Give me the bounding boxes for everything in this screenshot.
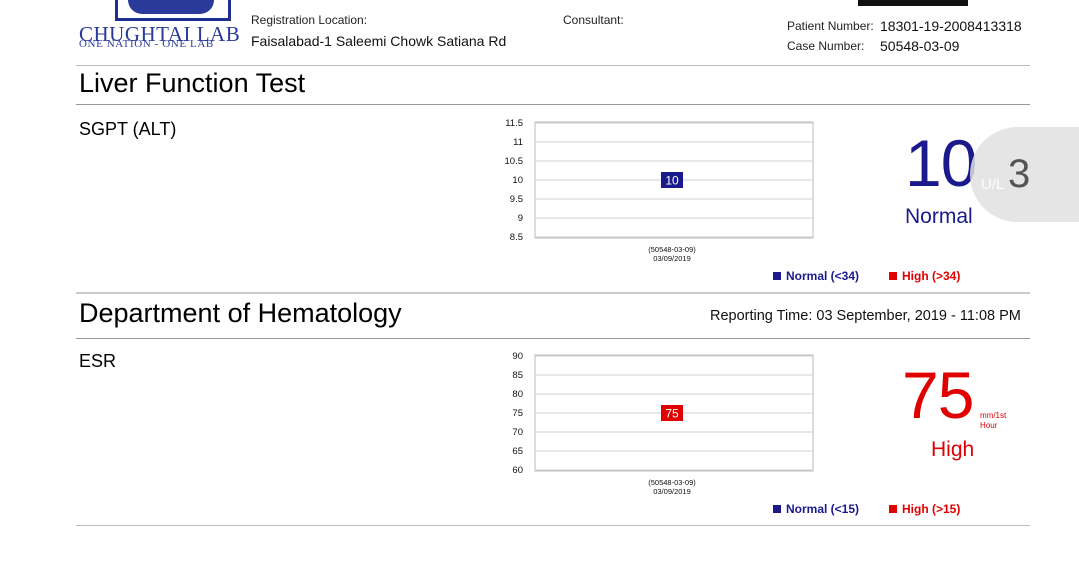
barcode-fragment <box>858 0 968 6</box>
esr-chart: 90 85 80 75 70 65 60 (50548-03-09)03/09/2019 75 <box>512 351 814 496</box>
data-label: 75 <box>665 407 679 421</box>
legend-normal-label: Normal (<15) <box>786 502 860 516</box>
legend-high-label: High (>15) <box>902 502 961 516</box>
logo-tagline: ONE NATION - ONE LAB <box>79 38 214 50</box>
data-label: 10 <box>665 174 679 188</box>
x-tick-label-date: 03/09/2019 <box>653 487 691 496</box>
floating-overlay-widget[interactable] <box>970 127 1079 222</box>
x-tick-label-case: (50548-03-09) <box>648 478 696 487</box>
registration-location-value: Faisalabad-1 Saleemi Chowk Satiana Rd <box>251 33 507 49</box>
legend-high-swatch <box>889 505 897 513</box>
y-tick-label: 80 <box>512 389 523 400</box>
data-point <box>661 405 683 421</box>
y-tick-label: 60 <box>512 465 523 476</box>
x-tick-label-date: 03/09/2019 <box>653 254 691 263</box>
logo-name: CHUGHTAI LAB <box>79 22 241 46</box>
sgpt-unit: U/L <box>981 176 1005 193</box>
header-divider <box>76 65 1030 66</box>
sgpt-chart: 11.5 11 10.5 10 9.5 9 8.5 (50548-03-09)03/09/20… <box>505 118 814 263</box>
esr-unit-line2: Hour <box>980 421 998 430</box>
esr-status: High <box>931 438 975 461</box>
esr-unit-line1: mm/1st <box>980 411 1007 420</box>
legend-normal-swatch <box>773 505 781 513</box>
sgpt-result-value: 10 <box>905 126 977 200</box>
section-divider-bottom <box>76 525 1030 526</box>
y-tick-label: 85 <box>512 370 523 381</box>
sgpt-legend-high: High (>34) <box>889 269 960 283</box>
y-tick-label: 9.5 <box>510 194 523 205</box>
y-tick-label: 11 <box>513 137 523 148</box>
floating-overlay-number[interactable]: 3 <box>1008 152 1031 196</box>
registration-location-label: Registration Location: <box>251 13 368 27</box>
esr-unit: mm/1st Hour <box>980 411 1006 431</box>
sgpt-legend-normal: Normal (<34) <box>773 269 859 283</box>
section-divider-hematology-top <box>76 292 1030 294</box>
esr-legend-high: High (>15) <box>889 502 960 516</box>
section-title-liver-function: Liver Function Test <box>79 68 306 98</box>
y-tick-label: 90 <box>512 351 523 362</box>
x-tick-label-case: (50548-03-09) <box>648 245 696 254</box>
section-divider-hematology <box>76 338 1030 339</box>
y-tick-label: 10.5 <box>505 156 524 167</box>
patient-number-value: 18301-19-2008413318 <box>880 18 1022 34</box>
sgpt-status: Normal <box>905 205 973 228</box>
y-tick-label: 65 <box>512 446 523 457</box>
reporting-time: Reporting Time: 03 September, 2019 - 11:… <box>710 308 1021 324</box>
consultant-label: Consultant: <box>563 13 624 27</box>
section-title-hematology: Department of Hematology <box>79 298 402 328</box>
case-number-value: 50548-03-09 <box>880 38 960 54</box>
legend-high-swatch <box>889 272 897 280</box>
y-tick-label: 75 <box>512 408 523 419</box>
y-tick-label: 11.5 <box>505 118 523 129</box>
esr-result-value: 75 <box>902 358 974 432</box>
data-point <box>661 172 683 188</box>
y-tick-label: 70 <box>512 427 523 438</box>
test-name-esr: ESR <box>79 351 117 371</box>
y-tick-label: 9 <box>518 213 523 224</box>
esr-legend-normal: Normal (<15) <box>773 502 859 516</box>
legend-high-label: High (>34) <box>902 269 961 283</box>
case-number-label: Case Number: <box>787 39 865 53</box>
legend-normal-swatch <box>773 272 781 280</box>
logo-emblem-icon <box>128 0 214 14</box>
y-tick-label: 10 <box>512 175 523 186</box>
y-tick-label: 8.5 <box>510 232 523 243</box>
legend-normal-label: Normal (<34) <box>786 269 860 283</box>
patient-number-label: Patient Number: <box>787 19 874 33</box>
section-divider-liver <box>76 104 1030 105</box>
test-name-sgpt: SGPT (ALT) <box>79 119 177 139</box>
